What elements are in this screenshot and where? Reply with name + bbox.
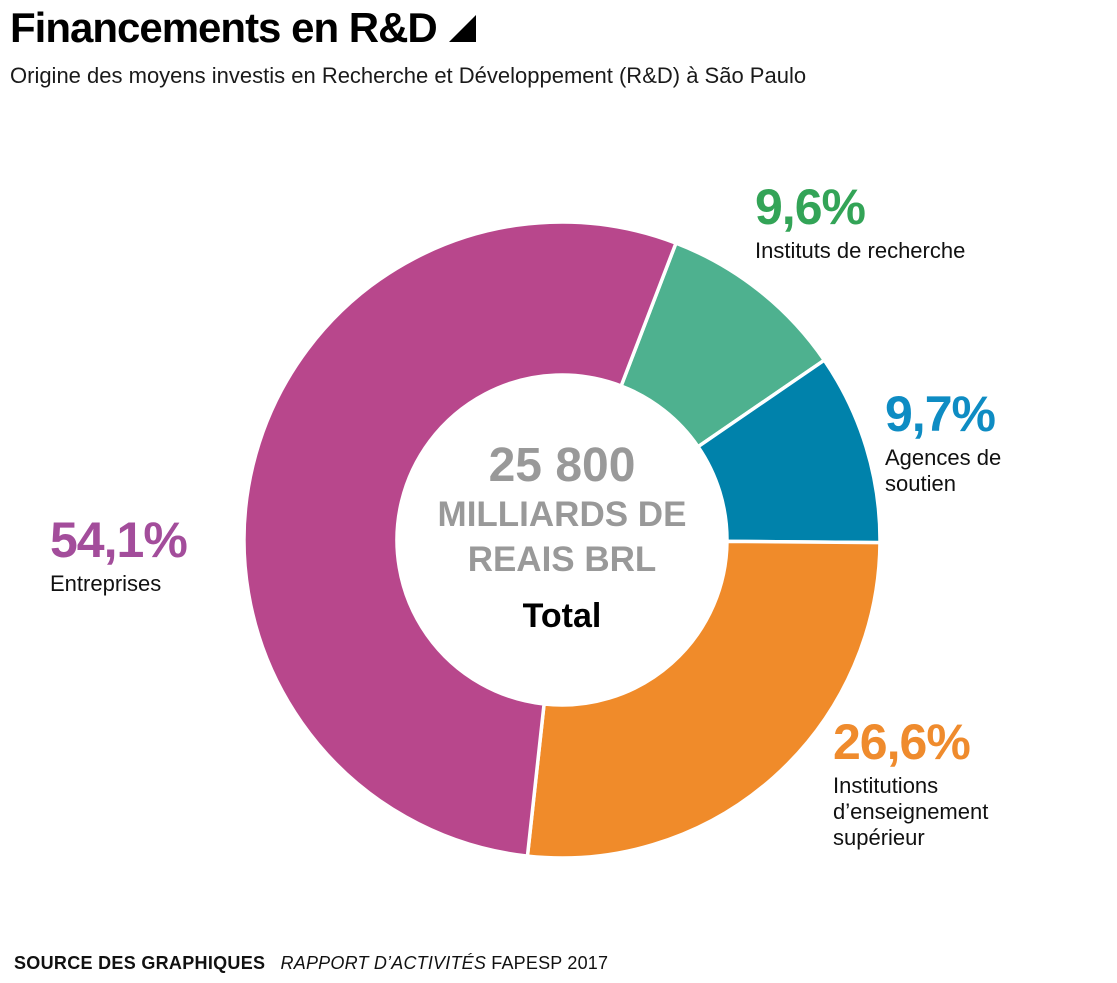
page-title: Financements en R&D bbox=[10, 4, 438, 51]
slice-name-line: Instituts de recherche bbox=[755, 238, 966, 263]
source-note: SOURCE DES GRAPHIQUES RAPPORT D’ACTIVITÉ… bbox=[14, 953, 608, 974]
donut-chart bbox=[232, 210, 892, 870]
pct-value: 9,7% bbox=[885, 386, 996, 442]
donut-center-label: 25 800 MILLIARDS DE REAIS BRL Total bbox=[392, 440, 732, 636]
slice-name: Agences de soutien bbox=[885, 445, 1001, 497]
source-suffix: FAPESP 2017 bbox=[491, 953, 609, 973]
callout-institutions-enseignement-superieur: 26,6% Institutions d’enseignement supéri… bbox=[833, 716, 988, 851]
slice-name: Instituts de recherche bbox=[755, 238, 965, 264]
donut-slice-3 bbox=[242, 220, 678, 858]
slice-name-line: Institutions bbox=[833, 773, 939, 798]
pct-value: 26,6% bbox=[833, 714, 971, 770]
donut-slice-2 bbox=[525, 539, 882, 860]
source-report-title: RAPPORT D’ACTIVITÉS bbox=[280, 953, 487, 973]
slice-name-line: Agences de bbox=[885, 445, 1002, 470]
total-value: 25 800 bbox=[488, 439, 636, 492]
total-caption: Total bbox=[522, 597, 602, 635]
slice-name-line: d’enseignement bbox=[833, 799, 989, 824]
callout-entreprises: 54,1% Entreprises bbox=[50, 512, 188, 597]
callout-instituts-de-recherche: 9,6% Instituts de recherche bbox=[755, 181, 965, 264]
callout-agences-de-soutien: 9,7% Agences de soutien bbox=[885, 388, 1001, 497]
slice-name-line: soutien bbox=[885, 471, 956, 496]
pct-value: 9,6% bbox=[755, 179, 866, 235]
pct-value: 54,1% bbox=[50, 512, 188, 568]
slice-name: Entreprises bbox=[50, 571, 187, 597]
triangle-marker-icon bbox=[448, 15, 476, 43]
donut-svg bbox=[242, 220, 882, 860]
header: Financements en R&D bbox=[10, 4, 476, 52]
total-unit-line-2: REAIS BRL bbox=[467, 540, 657, 579]
source-label: SOURCE DES GRAPHIQUES bbox=[14, 953, 266, 973]
page-subtitle: Origine des moyens investis en Recherche… bbox=[10, 63, 807, 88]
total-unit-line-1: MILLIARDS DE bbox=[437, 495, 687, 534]
slice-name: Institutions d’enseignement supérieur bbox=[833, 773, 988, 851]
slice-name-line: supérieur bbox=[833, 825, 925, 850]
slice-name-line: Entreprises bbox=[50, 571, 162, 596]
